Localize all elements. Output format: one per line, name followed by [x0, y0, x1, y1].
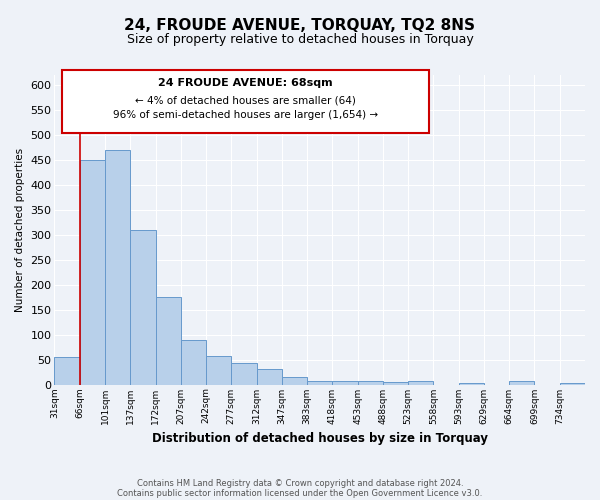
Bar	[307, 380, 332, 384]
Bar	[155, 297, 181, 384]
Bar	[332, 380, 358, 384]
X-axis label: Distribution of detached houses by size in Torquay: Distribution of detached houses by size …	[152, 432, 488, 445]
Bar	[232, 363, 257, 384]
Text: 96% of semi-detached houses are larger (1,654) →: 96% of semi-detached houses are larger (…	[113, 110, 378, 120]
Text: Contains public sector information licensed under the Open Government Licence v3: Contains public sector information licen…	[118, 488, 482, 498]
Text: 24, FROUDE AVENUE, TORQUAY, TQ2 8NS: 24, FROUDE AVENUE, TORQUAY, TQ2 8NS	[125, 18, 476, 32]
Bar	[358, 380, 383, 384]
Text: 24 FROUDE AVENUE: 68sqm: 24 FROUDE AVENUE: 68sqm	[158, 78, 333, 88]
Bar	[55, 357, 80, 384]
Bar	[130, 230, 155, 384]
Y-axis label: Number of detached properties: Number of detached properties	[15, 148, 25, 312]
Bar	[282, 376, 307, 384]
Bar	[560, 383, 585, 384]
Bar	[408, 380, 433, 384]
Text: Size of property relative to detached houses in Torquay: Size of property relative to detached ho…	[127, 32, 473, 46]
Bar	[105, 150, 130, 384]
Bar	[206, 356, 232, 384]
Bar	[383, 382, 408, 384]
Bar	[509, 380, 535, 384]
Text: ← 4% of detached houses are smaller (64): ← 4% of detached houses are smaller (64)	[135, 95, 356, 105]
Bar	[458, 383, 484, 384]
Bar	[181, 340, 206, 384]
Text: Contains HM Land Registry data © Crown copyright and database right 2024.: Contains HM Land Registry data © Crown c…	[137, 478, 463, 488]
Bar	[80, 160, 105, 384]
Bar	[257, 368, 282, 384]
